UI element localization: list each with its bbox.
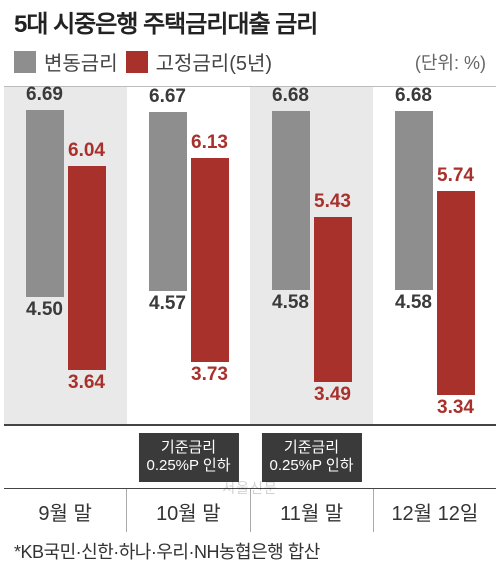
fixed-bar (314, 217, 352, 382)
fixed-value-high: 6.13 (191, 132, 228, 154)
variable-value-low: 4.57 (149, 293, 186, 315)
bar-group: 6.674.576.133.73기준금리0.25%P 인하 (127, 87, 250, 424)
variable-value-high: 6.69 (26, 84, 63, 106)
fixed-bar-wrap: 6.133.73 (191, 158, 229, 424)
variable-bar (395, 111, 433, 290)
variable-value-high: 6.67 (149, 86, 186, 108)
x-axis-label: 9월 말 (4, 489, 127, 532)
legend: 변동금리 고정금리(5년) (단위: %) (0, 45, 500, 86)
variable-bar-wrap: 6.684.58 (272, 111, 310, 424)
plot-area: 6.694.506.043.646.674.576.133.73기준금리0.25… (4, 86, 496, 426)
fixed-value-low: 3.64 (68, 372, 105, 394)
fixed-value-high: 6.04 (68, 140, 105, 162)
legend-label-variable: 변동금리 (44, 47, 118, 76)
variable-bar-wrap: 6.674.57 (149, 112, 187, 424)
variable-bar-wrap: 6.684.58 (395, 111, 433, 424)
fixed-bar-wrap: 5.743.34 (437, 191, 475, 424)
footnote: *KB국민·신한·하나·우리·NH농협은행 합산 (0, 532, 500, 564)
legend-swatch-fixed (126, 51, 148, 73)
variable-value-high: 6.68 (272, 85, 309, 107)
annotation-box: 기준금리0.25%P 인하 (138, 433, 238, 483)
fixed-value-low: 3.49 (314, 384, 351, 406)
legend-label-fixed: 고정금리(5년) (156, 47, 272, 76)
variable-value-low: 4.58 (272, 292, 309, 314)
legend-swatch-variable (14, 51, 36, 73)
x-axis-label: 10월 말 (127, 489, 250, 532)
fixed-bar (68, 166, 106, 370)
fixed-bar (191, 158, 229, 362)
x-axis: 9월 말10월 말11월 말12월 12일 (4, 488, 496, 532)
variable-value-low: 4.50 (26, 299, 63, 321)
x-axis-label: 12월 12일 (374, 489, 496, 532)
fixed-value-high: 5.43 (314, 191, 351, 213)
variable-bar (272, 111, 310, 290)
fixed-value-high: 5.74 (437, 165, 474, 187)
variable-value-high: 6.68 (395, 85, 432, 107)
bar-group: 6.694.506.043.64 (4, 87, 127, 424)
fixed-bar (437, 191, 475, 395)
x-axis-label: 11월 말 (251, 489, 374, 532)
fixed-bar-wrap: 6.043.64 (68, 166, 106, 424)
variable-bar-wrap: 6.694.50 (26, 110, 64, 424)
chart-title: 5대 시중은행 주택금리대출 금리 (0, 0, 500, 45)
bar-group: 6.684.585.743.34 (373, 87, 496, 424)
variable-value-low: 4.58 (395, 292, 432, 314)
chart-container: 5대 시중은행 주택금리대출 금리 변동금리 고정금리(5년) (단위: %) … (0, 0, 500, 516)
variable-bar (149, 112, 187, 291)
variable-bar (26, 110, 64, 296)
unit-label: (단위: %) (415, 49, 486, 75)
fixed-value-low: 3.34 (437, 397, 474, 419)
bar-group: 6.684.585.433.49기준금리0.25%P 인하 (250, 87, 373, 424)
fixed-value-low: 3.73 (191, 364, 228, 386)
fixed-bar-wrap: 5.433.49 (314, 217, 352, 424)
annotation-box: 기준금리0.25%P 인하 (261, 433, 361, 483)
